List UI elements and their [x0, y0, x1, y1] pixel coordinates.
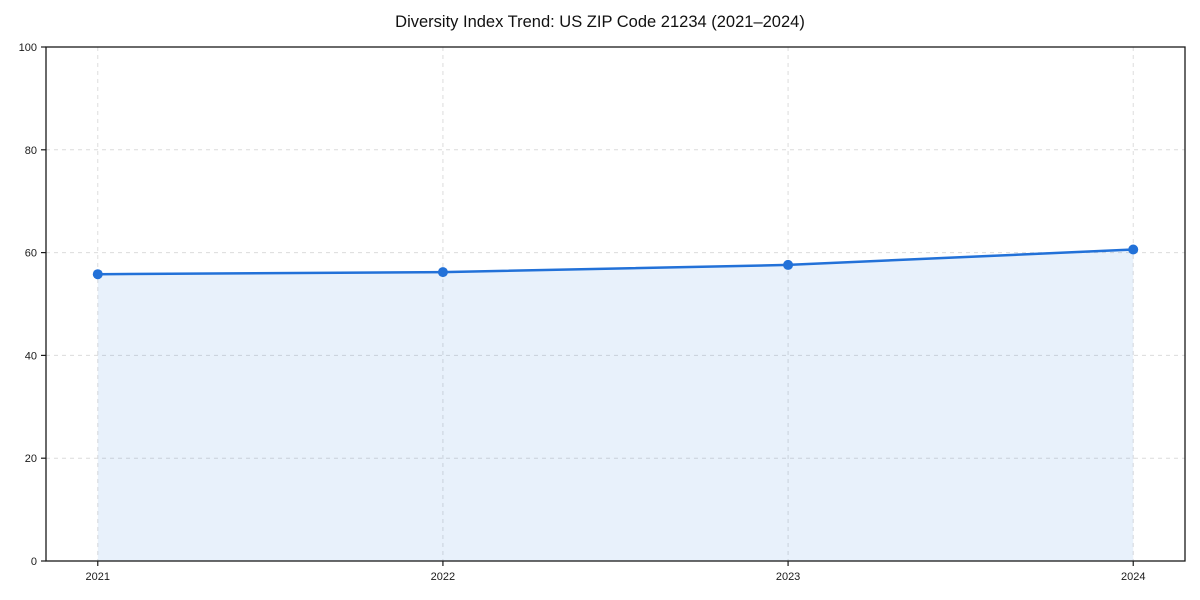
y-axis-tick-label: 60	[25, 248, 37, 260]
data-point-2024	[1128, 244, 1139, 255]
y-axis-tick-label: 100	[19, 42, 37, 54]
data-point-2021	[92, 269, 103, 280]
y-axis-tick-label: 80	[25, 145, 37, 157]
y-axis-tick-label: 0	[31, 556, 37, 568]
y-axis-tick-label: 20	[25, 453, 37, 465]
x-axis-tick-label: 2023	[776, 571, 800, 583]
trend-line	[96, 248, 1135, 276]
x-axis-tick-label: 2024	[1121, 571, 1145, 583]
y-axis-tick-label: 40	[25, 350, 37, 362]
area-fill	[97, 249, 1134, 562]
x-axis-tick-label: 2022	[431, 571, 455, 583]
data-point-2022	[437, 267, 448, 278]
chart-title: Diversity Index Trend: US ZIP Code 21234…	[395, 13, 805, 31]
x-axis-tick-label: 2021	[86, 571, 110, 583]
data-point-2023	[783, 259, 794, 270]
plot-border	[45, 46, 1186, 562]
